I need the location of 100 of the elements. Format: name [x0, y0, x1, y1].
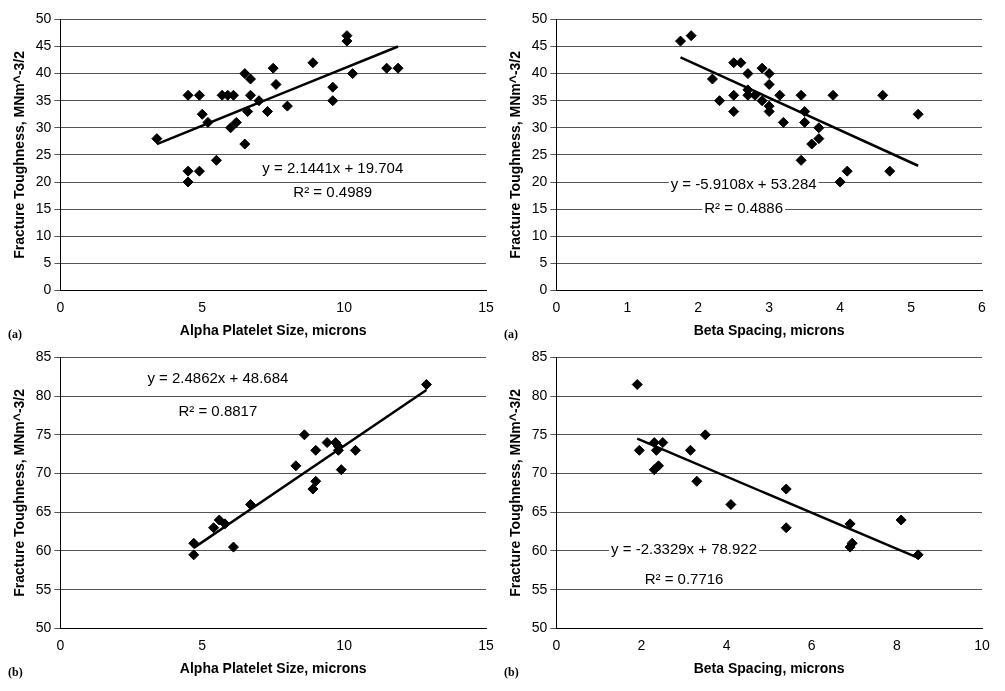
point [648, 437, 660, 449]
point [756, 62, 768, 74]
x-tick-label: 8 [892, 636, 901, 653]
y-tick-label: 65 [531, 503, 548, 520]
y-tick-label: 45 [35, 37, 52, 54]
point [327, 95, 339, 107]
point [225, 122, 237, 134]
x-tick-label: 5 [198, 636, 207, 653]
y-tick-label: 70 [35, 464, 52, 481]
point [763, 68, 775, 80]
point [188, 549, 200, 561]
y-tick-label: 5 [539, 254, 548, 271]
x-tick-label: 0 [552, 298, 561, 315]
point [193, 165, 205, 177]
point [182, 176, 194, 188]
point [262, 106, 274, 118]
point [699, 429, 711, 441]
x-tick-label: 6 [978, 298, 987, 315]
point [806, 138, 818, 150]
y-tick-label: 75 [35, 425, 52, 442]
point [281, 100, 293, 112]
point [219, 518, 231, 530]
point [298, 429, 310, 441]
point [780, 483, 792, 495]
y-axis-title: Fracture Toughness, MNm^-3/2 [507, 50, 524, 259]
annotation: R² = 0.4989 [293, 182, 373, 200]
point [208, 522, 220, 534]
point [420, 379, 432, 390]
point [196, 108, 208, 120]
y-tick-label: 15 [531, 199, 548, 216]
point [270, 78, 282, 90]
y-tick-label: 35 [35, 91, 52, 108]
point [728, 89, 740, 101]
point [188, 537, 200, 549]
point [230, 116, 242, 128]
y-tick-label: 55 [35, 580, 52, 597]
x-tick-label: 6 [807, 636, 816, 653]
annotation: R² = 0.4886 [704, 199, 784, 217]
point [347, 68, 359, 80]
y-tick-label: 50 [35, 10, 52, 27]
point [310, 444, 322, 456]
y-tick-label: 60 [35, 541, 52, 558]
y-tick-label: 0 [539, 281, 548, 298]
point [777, 116, 789, 128]
x-axis-title: Alpha Platelet Size, microns [179, 660, 367, 677]
y-tick-label: 25 [531, 145, 548, 162]
point [895, 514, 907, 526]
y-tick-label: 20 [531, 172, 548, 189]
point [392, 62, 404, 74]
x-tick-label: 5 [907, 298, 916, 315]
point [321, 437, 333, 449]
point [728, 106, 740, 118]
y-tick-label: 55 [531, 580, 548, 597]
y-axis-title: Fracture Toughness, MNm^-3/2 [11, 50, 28, 259]
y-tick-label: 85 [35, 348, 52, 365]
y-axis-title: Fracture Toughness, MNm^-3/2 [507, 388, 524, 597]
point [631, 379, 643, 390]
point [242, 106, 254, 118]
point [691, 475, 703, 487]
point [675, 35, 687, 47]
point [307, 483, 319, 495]
point [182, 165, 194, 177]
y-tick-label: 50 [531, 619, 548, 636]
point [327, 81, 339, 93]
y-tick-label: 65 [35, 503, 52, 520]
point [307, 57, 319, 69]
point [827, 89, 839, 101]
point [650, 444, 662, 456]
y-tick-label: 10 [35, 227, 52, 244]
y-tick-label: 35 [531, 91, 548, 108]
y-tick-label: 80 [531, 386, 548, 403]
y-tick-label: 50 [531, 10, 548, 27]
point [813, 133, 825, 145]
x-tick-label: 4 [722, 636, 731, 653]
text: (b) [8, 665, 23, 680]
point [151, 133, 163, 145]
y-tick-label: 60 [531, 541, 548, 558]
point [799, 106, 811, 118]
text: (b) [504, 665, 519, 680]
y-tick-label: 30 [531, 118, 548, 135]
point [349, 444, 361, 456]
point [633, 444, 645, 456]
point [381, 62, 393, 74]
x-tick-label: 2 [694, 298, 703, 315]
point [267, 62, 279, 74]
y-tick-label: 85 [531, 348, 548, 365]
point [653, 460, 665, 472]
point [834, 176, 846, 188]
point [813, 122, 825, 134]
text: (a) [8, 327, 22, 342]
y-tick-label: 40 [35, 64, 52, 81]
annotation: y = 2.4862x + 48.684 [147, 369, 289, 387]
x-tick-label: 0 [56, 298, 65, 315]
y-tick-label: 10 [531, 227, 548, 244]
point [253, 95, 265, 107]
point [684, 444, 696, 456]
point [227, 541, 239, 553]
point [239, 138, 251, 150]
x-tick-label: 10 [336, 298, 353, 315]
x-tick-label: 3 [765, 298, 774, 315]
